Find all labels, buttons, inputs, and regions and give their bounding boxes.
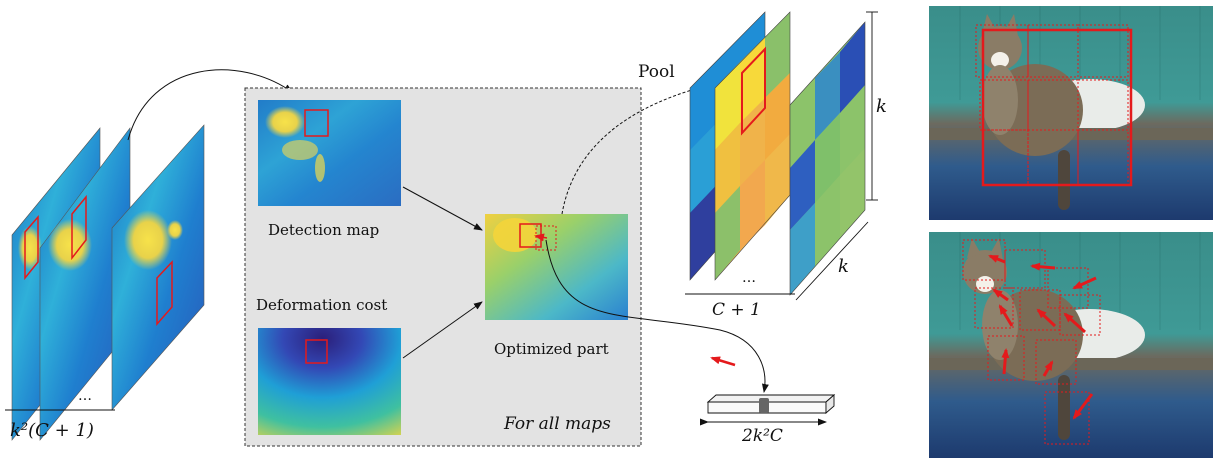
k-diagonal-dimension [795,221,869,301]
score-map-1-box [24,214,39,281]
optimized-part-map [485,214,628,320]
deformation-cost-map [258,328,401,435]
offset-vector-bar [700,394,836,426]
score-map-1-blob [18,226,42,270]
score-map-2-blob [48,219,92,271]
score-map-2-box [71,194,87,261]
score-map-3-box [156,260,173,326]
planes-ellipsis: … [742,270,756,286]
cat-photo-bottom [929,232,1213,458]
c-plus-1-label: C + 1 [712,300,761,320]
offset-vector-arrow [545,239,769,393]
pooled-planes [685,11,878,301]
score-map-3-blob2 [167,220,183,240]
k-right-label: k [876,96,887,117]
for-all-maps-label: For all maps [504,414,611,434]
pooled-plane-3 [789,21,866,296]
red-offset-arrow [710,356,736,367]
optimized-part-label: Optimized part [494,340,609,358]
score-map-3-blob [124,210,172,270]
cat-photo-top [929,6,1213,220]
detection-to-optimized-arrow [402,186,483,231]
pooled-plane-2 [714,11,791,281]
pool-label: Pool [638,62,675,82]
cost-to-optimized-arrow [402,301,483,359]
k2-c-plus-1-label: k²(C + 1) [10,420,94,441]
deformation-cost-label: Deformation cost [256,296,388,314]
maps-ellipsis: … [78,388,92,404]
detection-map [258,100,401,206]
score-map-stack [5,124,205,441]
detection-map-label: Detection map [268,221,380,239]
score-map-3 [111,124,205,411]
two-k2-c-label: 2k²C [742,426,783,446]
stack-to-detection-arrow [127,69,293,141]
k-diagonal-label: k [838,256,849,277]
